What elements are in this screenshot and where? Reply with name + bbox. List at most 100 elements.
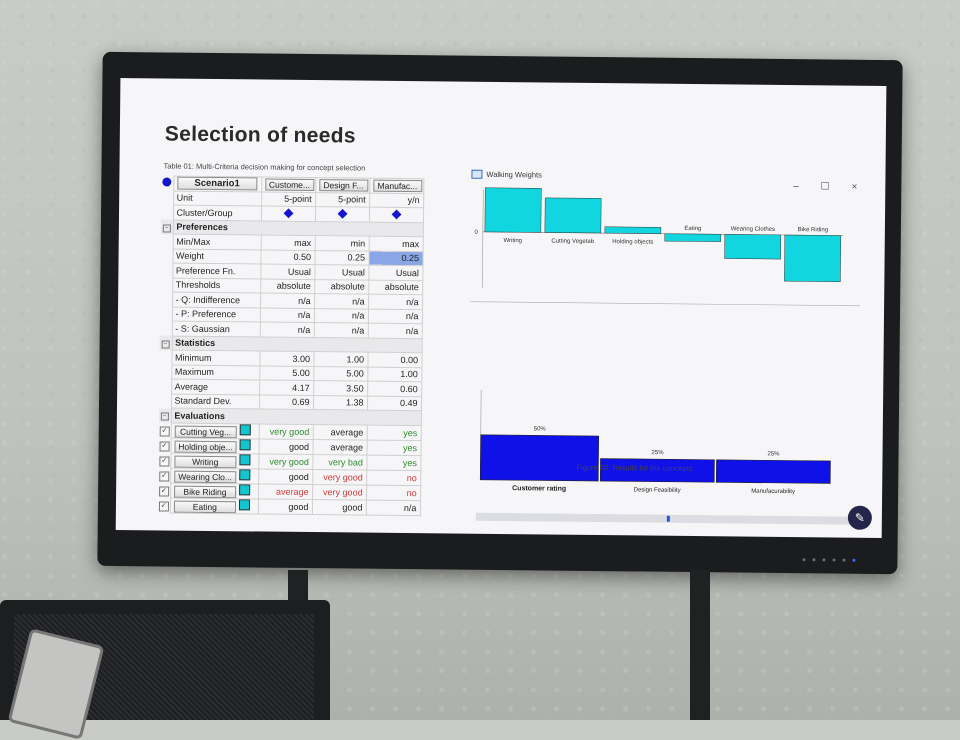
scenario-header[interactable]: Scenario1 bbox=[176, 176, 258, 191]
criteria-weights-chart: 50% Customer rating 25% Design Feasibility 2… bbox=[479, 389, 831, 495]
table-cell[interactable]: 5-point bbox=[261, 191, 316, 207]
row-label: Unit bbox=[173, 190, 262, 206]
checkbox-icon[interactable]: ✓ bbox=[159, 440, 170, 452]
category-label: Writing bbox=[503, 238, 522, 244]
data-label: 25% bbox=[767, 451, 780, 457]
table-cell[interactable]: 0.25 bbox=[314, 250, 369, 266]
table-caption: Table 01: Multi-Criteria decision making… bbox=[163, 161, 366, 173]
table-cell[interactable]: Usual bbox=[260, 263, 315, 280]
column-header-manufac[interactable]: Manufac... bbox=[372, 179, 423, 192]
table-cell[interactable]: very good bbox=[312, 469, 367, 485]
table-cell[interactable]: 5-point bbox=[315, 192, 370, 208]
color-swatch[interactable] bbox=[238, 498, 250, 510]
table-cell[interactable]: n/a bbox=[314, 293, 369, 309]
table-cell[interactable]: min bbox=[314, 235, 369, 251]
table-cell[interactable]: good bbox=[257, 498, 313, 515]
row-label: - Q: Indifference bbox=[172, 292, 261, 308]
color-swatch[interactable] bbox=[238, 483, 250, 495]
diamond-icon bbox=[337, 208, 347, 219]
evaluation-row: ✓ Eating good good n/a bbox=[158, 497, 421, 516]
action-button[interactable]: Writing bbox=[173, 455, 237, 468]
color-swatch[interactable] bbox=[238, 468, 251, 480]
table-cell[interactable]: absolute bbox=[314, 279, 369, 295]
table-cell[interactable]: Usual bbox=[368, 265, 423, 281]
table-cell[interactable]: average bbox=[312, 424, 367, 440]
table-cell: 1.00 bbox=[313, 351, 368, 367]
table-cell[interactable]: absolute bbox=[260, 278, 315, 294]
divider bbox=[470, 301, 861, 307]
table-cell: 1.00 bbox=[367, 366, 422, 382]
checkbox-icon[interactable]: ✓ bbox=[158, 470, 170, 482]
table-cell[interactable]: max bbox=[368, 236, 423, 252]
bar bbox=[484, 187, 542, 233]
table-cell[interactable]: max bbox=[260, 234, 315, 251]
selected-cell[interactable]: 0.25 bbox=[368, 250, 423, 266]
collapse-icon[interactable]: − bbox=[161, 340, 170, 349]
checkbox-icon[interactable]: ✓ bbox=[159, 425, 170, 437]
collapse-icon[interactable]: − bbox=[162, 224, 171, 233]
table-cell[interactable]: good bbox=[258, 468, 313, 485]
table-cell: 3.50 bbox=[313, 380, 368, 396]
table-cell[interactable]: average bbox=[312, 439, 367, 455]
checkbox-icon[interactable]: ✓ bbox=[158, 500, 169, 512]
table-cell[interactable]: n/a bbox=[260, 292, 315, 309]
table-cell[interactable]: n/a bbox=[368, 294, 423, 310]
table-cell[interactable]: yes bbox=[366, 454, 421, 471]
stand-leg bbox=[690, 570, 710, 720]
table-cell[interactable]: n/a bbox=[259, 307, 315, 323]
table-cell[interactable]: absolute bbox=[368, 279, 423, 295]
table-cell[interactable]: no bbox=[366, 484, 421, 501]
color-swatch[interactable] bbox=[239, 423, 251, 435]
table-cell[interactable]: yes bbox=[366, 424, 421, 441]
row-label: - S: Gaussian bbox=[171, 321, 260, 337]
action-button[interactable]: Cutting Veg... bbox=[174, 425, 237, 438]
horizontal-scrollbar[interactable] bbox=[475, 512, 858, 525]
action-button[interactable]: Holding obje... bbox=[174, 440, 237, 453]
table-cell[interactable]: Usual bbox=[314, 264, 369, 280]
column-header-customer[interactable]: Custome... bbox=[264, 178, 315, 191]
row-label: Maximum bbox=[171, 364, 260, 380]
table-cell[interactable]: n/a bbox=[313, 322, 368, 338]
scroll-thumb[interactable] bbox=[666, 515, 670, 522]
table-cell[interactable]: very good bbox=[258, 423, 313, 440]
row-label: Thresholds bbox=[172, 277, 261, 293]
table-cell[interactable]: n/a bbox=[367, 308, 423, 324]
table-cell[interactable]: very good bbox=[258, 453, 313, 470]
walking-weights-chart: 0 Writing Cutting Vegetab Holding objects Ea… bbox=[470, 187, 861, 307]
table-cell[interactable]: good bbox=[258, 438, 313, 455]
table-cell[interactable]: n/a bbox=[313, 308, 369, 324]
table-cell[interactable]: n/a bbox=[259, 321, 314, 338]
bar bbox=[664, 233, 722, 242]
table-cell[interactable]: very bad bbox=[312, 454, 367, 470]
table-cell: 5.00 bbox=[313, 366, 368, 382]
column-header-design[interactable]: Design F... bbox=[318, 178, 369, 192]
scenario-dot-icon bbox=[162, 177, 172, 187]
checkbox-icon[interactable]: ✓ bbox=[158, 485, 169, 497]
row-label: - P: Preference bbox=[171, 306, 261, 322]
table-cell[interactable]: y/n bbox=[369, 192, 424, 208]
category-label: Manufacurability bbox=[751, 489, 795, 495]
color-swatch[interactable] bbox=[239, 453, 251, 465]
table-cell[interactable]: n/a bbox=[365, 499, 421, 516]
diamond-icon bbox=[283, 208, 293, 218]
action-button[interactable]: Bike Riding bbox=[173, 485, 237, 498]
action-button[interactable]: Wearing Clo... bbox=[173, 470, 237, 483]
pencil-icon[interactable]: ✎ bbox=[847, 505, 873, 530]
table-cell[interactable]: n/a bbox=[367, 323, 422, 339]
color-swatch[interactable] bbox=[239, 438, 251, 450]
checkbox-icon[interactable]: ✓ bbox=[159, 455, 170, 467]
table-cell[interactable]: 0.50 bbox=[260, 249, 315, 265]
walking-weights-window: Walking Weights – ☐ × 0 Writing Cutting Ve… bbox=[468, 169, 861, 525]
table-cell[interactable]: average bbox=[258, 483, 313, 500]
table-cell[interactable]: no bbox=[366, 469, 421, 486]
collapse-icon[interactable]: − bbox=[160, 412, 169, 421]
table-cell[interactable]: yes bbox=[366, 439, 421, 456]
table-cell[interactable]: good bbox=[311, 499, 367, 515]
bar bbox=[544, 197, 602, 234]
row-label: Standard Dev. bbox=[170, 393, 260, 409]
action-button[interactable]: Eating bbox=[173, 500, 237, 513]
window-title: Walking Weights bbox=[486, 169, 542, 180]
row-label: Minimum bbox=[171, 350, 260, 366]
zero-tick-label: 0 bbox=[474, 230, 478, 236]
table-cell[interactable]: very good bbox=[312, 484, 367, 500]
